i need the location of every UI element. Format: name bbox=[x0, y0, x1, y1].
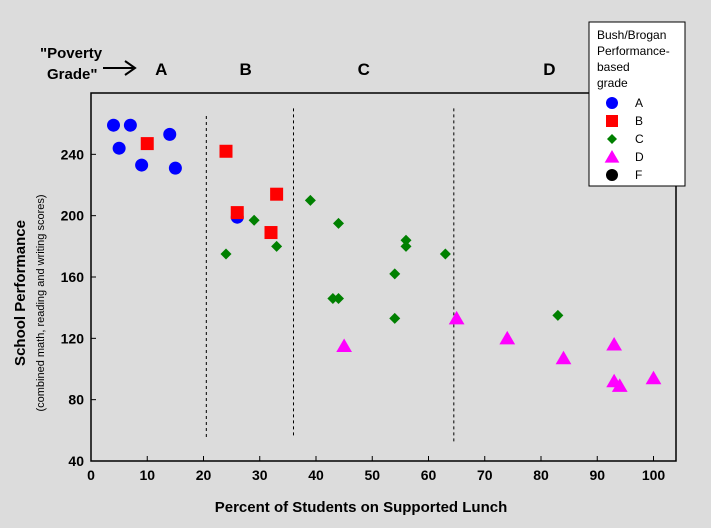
legend-label-c: C bbox=[635, 132, 644, 146]
x-tick-label: 90 bbox=[589, 467, 605, 483]
y-tick-label: 80 bbox=[68, 392, 84, 408]
legend-marker-c bbox=[607, 134, 617, 144]
x-tick-label: 80 bbox=[533, 467, 549, 483]
legend-marker-b bbox=[606, 115, 618, 127]
data-point-d bbox=[499, 330, 516, 345]
poverty-grade-b: B bbox=[240, 60, 252, 79]
data-points bbox=[107, 118, 662, 392]
x-tick-label: 20 bbox=[196, 467, 212, 483]
legend-label-b: B bbox=[635, 114, 643, 128]
poverty-grade-c: C bbox=[358, 60, 370, 79]
data-point-c bbox=[552, 309, 564, 321]
y-axis-sublabel: (combined math, reading and writing scor… bbox=[35, 194, 47, 411]
x-tick-label: 30 bbox=[252, 467, 268, 483]
data-point-a bbox=[135, 158, 149, 172]
x-tick-label: 0 bbox=[87, 467, 95, 483]
data-point-a bbox=[112, 141, 126, 155]
legend-label-f: F bbox=[635, 168, 642, 182]
data-point-c bbox=[389, 312, 401, 324]
data-point-d bbox=[611, 378, 628, 392]
legend-label-a: A bbox=[635, 96, 643, 110]
data-point-b bbox=[140, 137, 154, 151]
data-point-c bbox=[389, 268, 401, 280]
arrow-right-icon bbox=[103, 60, 137, 76]
y-tick-label: 200 bbox=[61, 208, 85, 224]
y-tick-label: 40 bbox=[68, 453, 84, 469]
poverty-dividers bbox=[205, 108, 455, 443]
data-point-c bbox=[248, 214, 260, 226]
data-point-d bbox=[555, 350, 572, 365]
data-point-a bbox=[107, 118, 120, 132]
data-point-b bbox=[230, 206, 244, 220]
legend-label-d: D bbox=[635, 150, 644, 164]
poverty-grade-d: D bbox=[543, 60, 555, 79]
x-axis: 0 10 20 30 40 50 60 70 80 90 100 bbox=[87, 456, 665, 483]
x-axis-label: Percent of Students on Supported Lunch bbox=[215, 499, 508, 516]
legend-marker-d bbox=[604, 150, 620, 163]
plot-area bbox=[90, 92, 677, 462]
y-tick-label: 240 bbox=[61, 146, 85, 162]
x-tick-label: 40 bbox=[308, 467, 324, 483]
y-tick-label: 160 bbox=[61, 269, 85, 285]
data-point-c bbox=[439, 248, 451, 260]
legend-marker-f bbox=[606, 169, 618, 181]
data-point-a bbox=[168, 161, 182, 175]
data-point-a bbox=[163, 127, 177, 141]
data-point-d bbox=[448, 310, 465, 325]
data-point-d bbox=[336, 338, 352, 352]
poverty-grade-labels: A B C D bbox=[155, 60, 555, 79]
data-point-c bbox=[304, 194, 316, 206]
data-point-b bbox=[219, 144, 233, 158]
legend-marker-a bbox=[606, 97, 618, 109]
x-tick-label: 70 bbox=[477, 467, 493, 483]
x-tick-label: 60 bbox=[421, 467, 437, 483]
x-tick-label: 100 bbox=[642, 467, 666, 483]
legend-title-line: based bbox=[597, 60, 630, 74]
data-point-c bbox=[333, 217, 344, 229]
y-axis: 40 80 120 160 200 240 bbox=[61, 146, 96, 469]
data-point-b bbox=[264, 226, 278, 240]
data-point-d bbox=[606, 336, 622, 351]
poverty-label-line1: "Poverty bbox=[40, 45, 103, 62]
data-point-d bbox=[645, 370, 662, 385]
legend-title-line: grade bbox=[597, 76, 628, 90]
data-point-c bbox=[400, 240, 412, 252]
data-point-c bbox=[327, 292, 339, 304]
data-point-c bbox=[333, 292, 344, 304]
data-point-c bbox=[271, 240, 283, 252]
x-tick-label: 10 bbox=[139, 467, 155, 483]
data-point-a bbox=[123, 118, 137, 132]
x-tick-label: 50 bbox=[364, 467, 380, 483]
legend-title-line: Performance- bbox=[597, 44, 670, 58]
data-point-c bbox=[400, 234, 412, 246]
poverty-grade-a: A bbox=[155, 60, 167, 79]
data-point-b bbox=[270, 187, 284, 201]
y-tick-label: 120 bbox=[61, 330, 85, 346]
data-point-c bbox=[220, 248, 232, 260]
y-axis-label: School Performance bbox=[12, 220, 29, 366]
poverty-label-line2: Grade" bbox=[47, 66, 97, 83]
legend-title-line: Bush/Brogan bbox=[597, 28, 666, 42]
